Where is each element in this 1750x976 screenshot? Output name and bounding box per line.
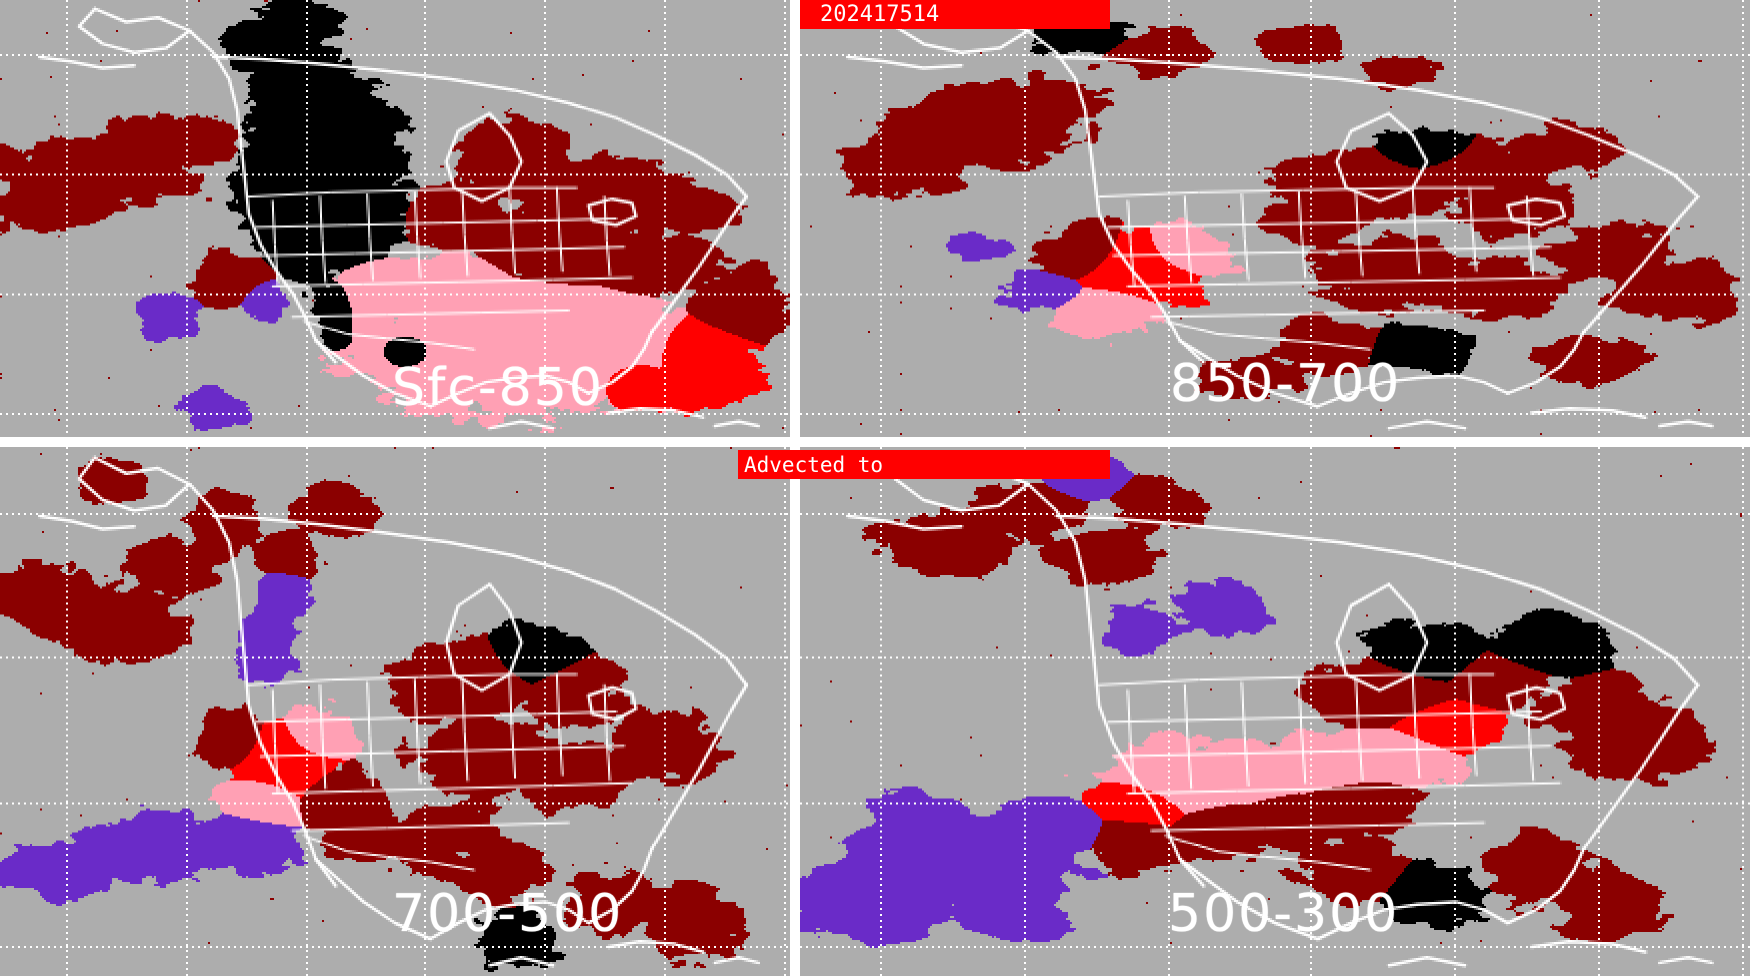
map-panel-850-700[interactable] <box>800 0 1750 437</box>
advected-to-value: 202417514 <box>820 2 940 27</box>
map-panel-500-300[interactable] <box>800 447 1750 976</box>
advected-to-banner-right-segment: 202417514 <box>800 0 1110 29</box>
panel-divider-horizontal <box>0 437 1750 447</box>
map-panel-700-500[interactable] <box>0 447 790 976</box>
panel-divider-vertical <box>790 0 800 976</box>
advected-to-label: Advected to <box>744 452 884 477</box>
map-panel-sfc-850[interactable] <box>0 0 790 437</box>
advected-to-banner: Advected to <box>738 450 1110 479</box>
